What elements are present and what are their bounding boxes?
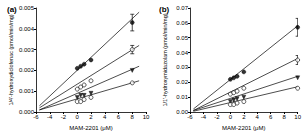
svg-text:8: 8 xyxy=(283,114,287,120)
svg-text:0.002: 0.002 xyxy=(19,67,35,73)
svg-text:(b): (b) xyxy=(159,5,170,14)
svg-text:0.06: 0.06 xyxy=(176,20,188,26)
svg-text:1/4'-hydroxydiclofenac (pmol/m: 1/4'-hydroxydiclofenac (pmol/min/mg) xyxy=(8,14,14,105)
svg-text:-6: -6 xyxy=(187,114,193,120)
svg-text:-4: -4 xyxy=(201,114,207,120)
svg-text:0: 0 xyxy=(76,114,80,120)
svg-text:0.05: 0.05 xyxy=(176,35,188,41)
svg-text:0.03: 0.03 xyxy=(176,64,188,70)
svg-text:0.001: 0.001 xyxy=(19,88,35,94)
svg-text:6: 6 xyxy=(269,114,273,120)
svg-text:0.005: 0.005 xyxy=(19,5,35,11)
svg-text:0.01: 0.01 xyxy=(176,94,188,100)
svg-text:10: 10 xyxy=(294,114,301,120)
svg-text:0.02: 0.02 xyxy=(176,79,188,85)
svg-text:0.04: 0.04 xyxy=(176,50,188,56)
svg-text:MAM-2201 (μM): MAM-2201 (μM) xyxy=(222,125,265,131)
svg-text:2: 2 xyxy=(89,114,93,120)
svg-text:0.003: 0.003 xyxy=(19,47,35,53)
svg-text:6: 6 xyxy=(117,114,121,120)
svg-text:1/1'-hydroxymidazolam (pmol/mi: 1/1'-hydroxymidazolam (pmol/min/mg) xyxy=(162,13,168,106)
svg-text:-2: -2 xyxy=(61,114,67,120)
svg-text:0: 0 xyxy=(229,114,233,120)
svg-text:(a): (a) xyxy=(7,5,17,14)
svg-text:10: 10 xyxy=(143,114,150,120)
svg-text:-4: -4 xyxy=(47,114,53,120)
svg-text:0.004: 0.004 xyxy=(19,26,35,32)
svg-text:4: 4 xyxy=(256,114,260,120)
svg-text:0.00: 0.00 xyxy=(176,109,188,115)
svg-text:4: 4 xyxy=(103,114,107,120)
svg-text:8: 8 xyxy=(131,114,135,120)
svg-text:0.000: 0.000 xyxy=(19,109,35,115)
svg-text:2: 2 xyxy=(242,114,246,120)
svg-text:-6: -6 xyxy=(33,114,39,120)
svg-text:-2: -2 xyxy=(214,114,220,120)
svg-text:MAM-2201 (μM): MAM-2201 (μM) xyxy=(69,125,112,131)
svg-text:0.07: 0.07 xyxy=(176,5,188,11)
